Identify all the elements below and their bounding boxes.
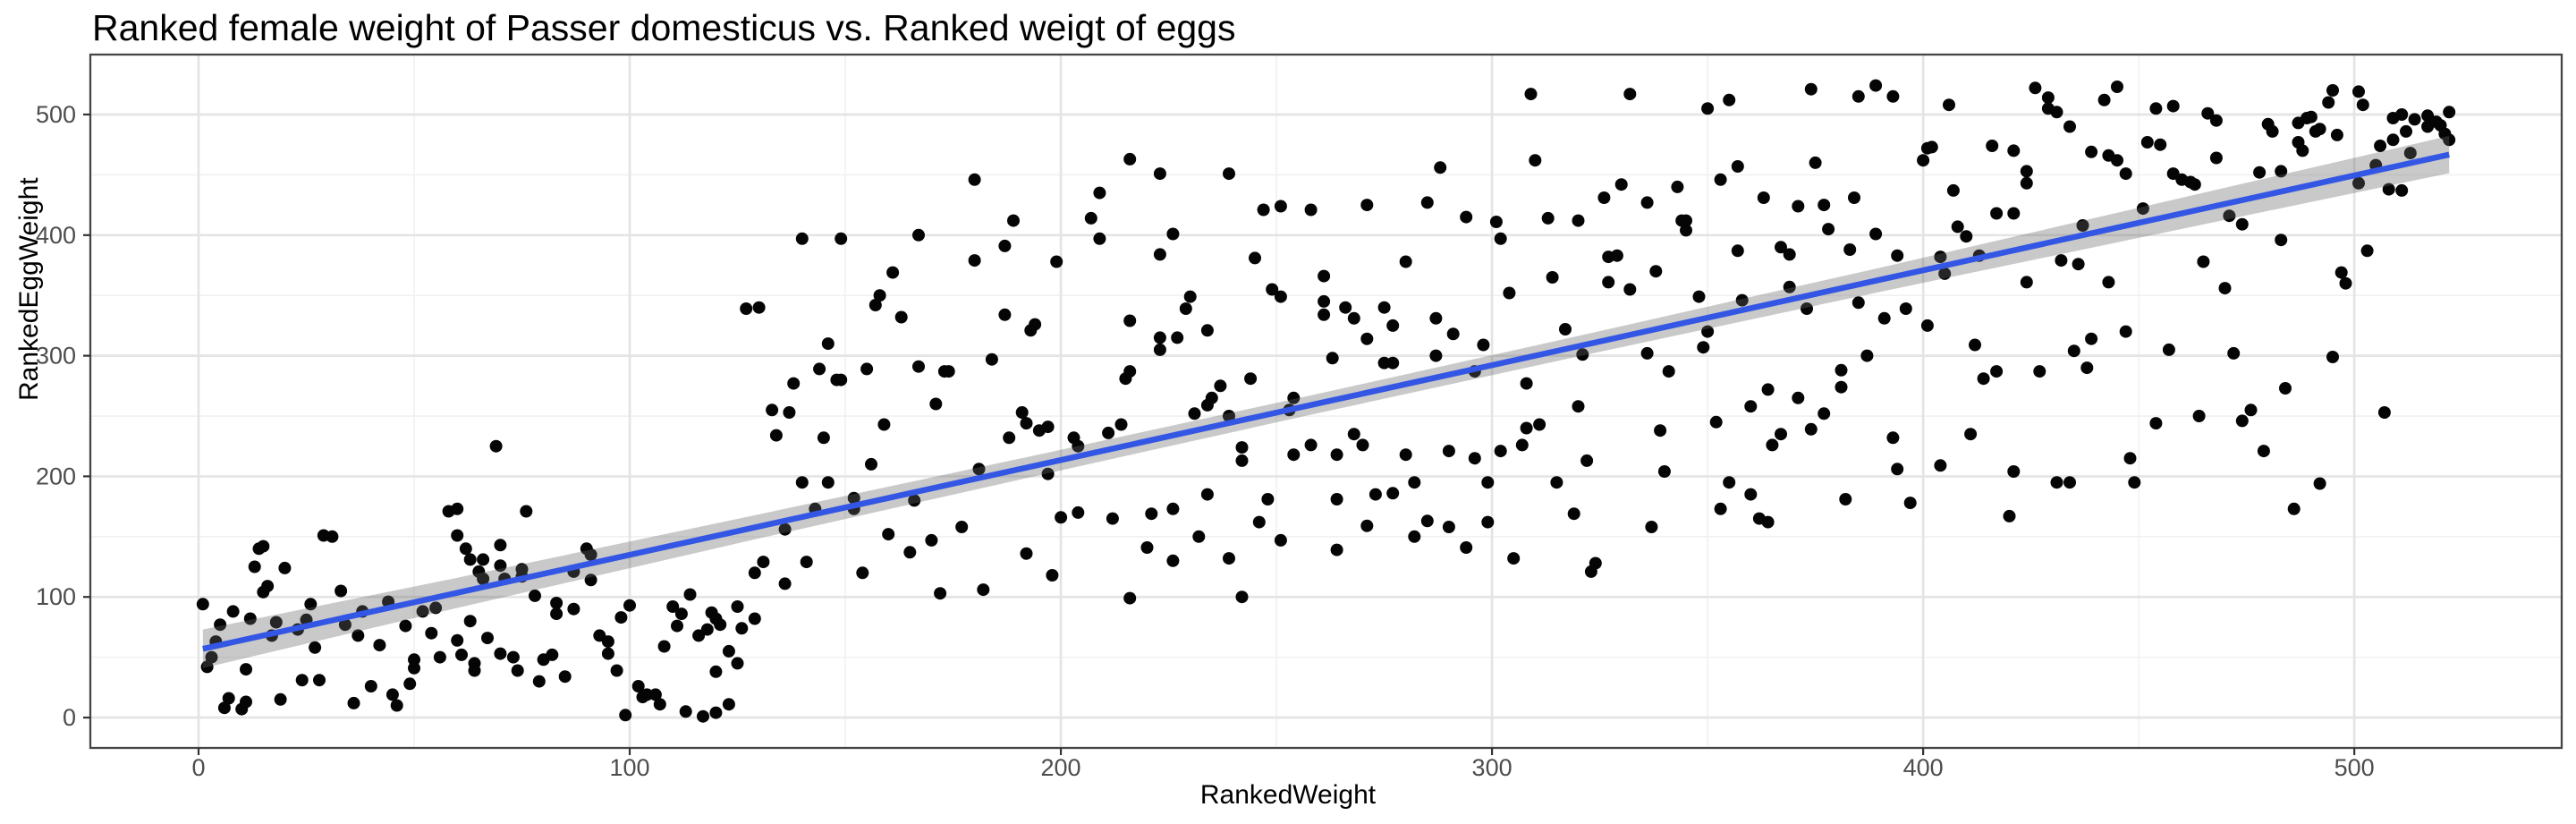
svg-text:400: 400 — [36, 222, 76, 249]
svg-text:100: 100 — [609, 754, 649, 781]
svg-text:500: 500 — [36, 101, 76, 128]
svg-text:300: 300 — [1472, 754, 1513, 781]
svg-text:100: 100 — [36, 583, 76, 610]
svg-text:400: 400 — [1903, 754, 1944, 781]
panel-border — [89, 53, 2563, 750]
regression-line — [202, 151, 2450, 652]
axis-tick-marks — [83, 113, 2356, 755]
gridlines-major — [90, 55, 2562, 748]
svg-text:200: 200 — [36, 463, 76, 489]
svg-text:200: 200 — [1041, 754, 1081, 781]
svg-text:300: 300 — [36, 343, 76, 370]
y-tick-labels: 0 100 200 300 400 500 — [36, 101, 76, 731]
x-tick-labels: 0 100 200 300 400 500 — [191, 754, 2374, 781]
svg-text:0: 0 — [63, 704, 76, 731]
svg-text:500: 500 — [2334, 754, 2375, 781]
plot-title: Ranked female weight of Passer domesticu… — [92, 7, 1236, 48]
scatter-points — [196, 79, 2456, 723]
x-axis-title: RankedWeight — [1199, 780, 1377, 810]
svg-text:0: 0 — [191, 754, 205, 781]
